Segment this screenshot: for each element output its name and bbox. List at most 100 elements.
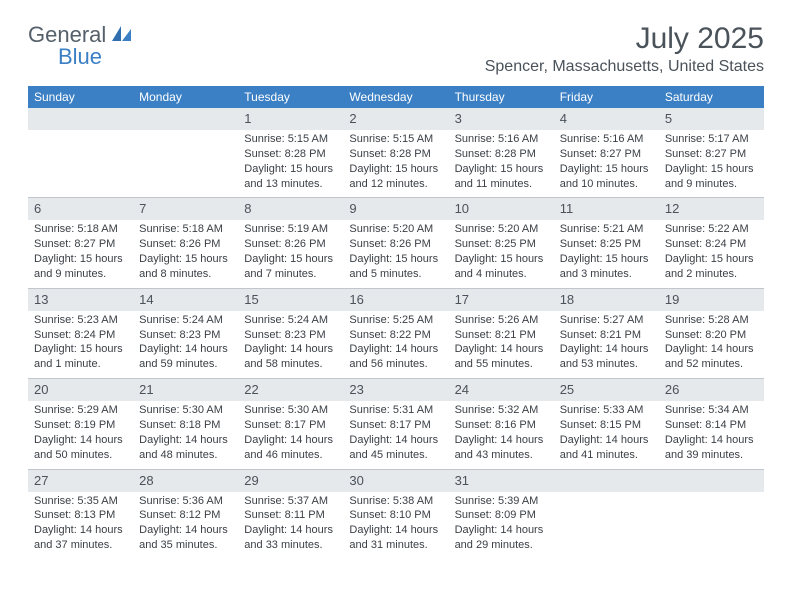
day-content: Sunrise: 5:16 AMSunset: 8:28 PMDaylight:… xyxy=(449,130,554,197)
day-number: 6 xyxy=(34,201,41,216)
day-cell: 31Sunrise: 5:39 AMSunset: 8:09 PMDayligh… xyxy=(449,470,554,559)
day-sunrise: Sunrise: 5:22 AM xyxy=(665,222,758,237)
day-daylight: Daylight: 14 hours and 39 minutes. xyxy=(665,433,758,463)
day-sunset: Sunset: 8:12 PM xyxy=(139,508,232,523)
day-content: Sunrise: 5:30 AMSunset: 8:18 PMDaylight:… xyxy=(133,401,238,468)
day-number-row: 31 xyxy=(449,470,554,492)
location-text: Spencer, Massachusetts, United States xyxy=(485,58,764,76)
week-row: 13 Sunrise: 5:23 AMSunset: 8:24 PMDayligh… xyxy=(28,289,764,379)
day-number-row: 10 xyxy=(449,198,554,220)
day-sunrise: Sunrise: 5:32 AM xyxy=(455,403,548,418)
day-number-row: 13 xyxy=(28,289,133,311)
day-number: 5 xyxy=(665,111,672,126)
day-content: Sunrise: 5:25 AMSunset: 8:22 PMDaylight:… xyxy=(343,311,448,378)
day-sunrise: Sunrise: 5:30 AM xyxy=(139,403,232,418)
day-number-row: 21 xyxy=(133,379,238,401)
day-sunset: Sunset: 8:23 PM xyxy=(244,328,337,343)
day-number-row: 20 xyxy=(28,379,133,401)
day-sunrise: Sunrise: 5:17 AM xyxy=(665,132,758,147)
day-number-row: 30 xyxy=(343,470,448,492)
day-sunset: Sunset: 8:13 PM xyxy=(34,508,127,523)
day-number: 19 xyxy=(665,292,679,307)
day-sunset: Sunset: 8:18 PM xyxy=(139,418,232,433)
day-sunrise: Sunrise: 5:19 AM xyxy=(244,222,337,237)
day-cell: . xyxy=(659,470,764,559)
day-sunset: Sunset: 8:27 PM xyxy=(665,147,758,162)
day-number: 8 xyxy=(244,201,251,216)
day-sunset: Sunset: 8:24 PM xyxy=(34,328,127,343)
day-number: 17 xyxy=(455,292,469,307)
day-sunrise: Sunrise: 5:28 AM xyxy=(665,313,758,328)
day-cell: 3Sunrise: 5:16 AMSunset: 8:28 PMDaylight… xyxy=(449,108,554,197)
day-sunset: Sunset: 8:11 PM xyxy=(244,508,337,523)
day-sunrise: Sunrise: 5:31 AM xyxy=(349,403,442,418)
day-sunset: Sunset: 8:17 PM xyxy=(244,418,337,433)
day-sunrise: Sunrise: 5:26 AM xyxy=(455,313,548,328)
header: General Blue July 2025 Spencer, Massachu… xyxy=(0,0,792,76)
day-number: 13 xyxy=(34,292,48,307)
day-daylight: Daylight: 14 hours and 29 minutes. xyxy=(455,523,548,553)
day-sunset: Sunset: 8:26 PM xyxy=(349,237,442,252)
day-cell: 20Sunrise: 5:29 AMSunset: 8:19 PMDayligh… xyxy=(28,379,133,468)
day-sunrise: Sunrise: 5:37 AM xyxy=(244,494,337,509)
day-cell: . xyxy=(133,108,238,197)
day-content: Sunrise: 5:23 AMSunset: 8:24 PMDaylight:… xyxy=(28,311,133,378)
day-sunset: Sunset: 8:28 PM xyxy=(455,147,548,162)
day-number: 18 xyxy=(560,292,574,307)
month-title: July 2025 xyxy=(485,22,764,56)
day-number: 26 xyxy=(665,382,679,397)
day-daylight: Daylight: 15 hours and 9 minutes. xyxy=(665,162,758,192)
day-cell: 7Sunrise: 5:18 AMSunset: 8:26 PMDaylight… xyxy=(133,198,238,287)
day-cell: 5 Sunrise: 5:17 AMSunset: 8:27 PMDaylight… xyxy=(659,108,764,197)
day-sunset: Sunset: 8:15 PM xyxy=(560,418,653,433)
day-content: Sunrise: 5:26 AMSunset: 8:21 PMDaylight:… xyxy=(449,311,554,378)
day-sunrise: Sunrise: 5:15 AM xyxy=(244,132,337,147)
day-cell: 22Sunrise: 5:30 AMSunset: 8:17 PMDayligh… xyxy=(238,379,343,468)
day-sunrise: Sunrise: 5:16 AM xyxy=(560,132,653,147)
day-cell: 15Sunrise: 5:24 AMSunset: 8:23 PMDayligh… xyxy=(238,289,343,378)
day-number: 23 xyxy=(349,382,363,397)
day-daylight: Daylight: 15 hours and 9 minutes. xyxy=(34,252,127,282)
day-sunset: Sunset: 8:20 PM xyxy=(665,328,758,343)
day-daylight: Daylight: 14 hours and 31 minutes. xyxy=(349,523,442,553)
day-daylight: Daylight: 14 hours and 45 minutes. xyxy=(349,433,442,463)
day-number-row: . xyxy=(28,108,133,130)
day-cell: 26 Sunrise: 5:34 AMSunset: 8:14 PMDayligh… xyxy=(659,379,764,468)
day-number-row: 27 xyxy=(28,470,133,492)
day-number-row: 16 xyxy=(343,289,448,311)
weekday-header: Saturday xyxy=(659,86,764,108)
day-number: 29 xyxy=(244,473,258,488)
day-number-row: 22 xyxy=(238,379,343,401)
day-daylight: Daylight: 14 hours and 43 minutes. xyxy=(455,433,548,463)
day-cell: 19Sunrise: 5:28 AMSunset: 8:20 PMDayligh… xyxy=(659,289,764,378)
day-number-row: 25 xyxy=(554,379,659,401)
day-number-row: 23 xyxy=(343,379,448,401)
day-cell: 10Sunrise: 5:20 AMSunset: 8:25 PMDayligh… xyxy=(449,198,554,287)
day-content: Sunrise: 5:34 AMSunset: 8:14 PMDaylight:… xyxy=(659,401,764,468)
day-cell: 25Sunrise: 5:33 AMSunset: 8:15 PMDayligh… xyxy=(554,379,659,468)
day-number-row: 19 xyxy=(659,289,764,311)
day-cell: 6Sunrise: 5:18 AMSunset: 8:27 PMDaylight… xyxy=(28,198,133,287)
day-content: Sunrise: 5:32 AMSunset: 8:16 PMDaylight:… xyxy=(449,401,554,468)
day-number: 30 xyxy=(349,473,363,488)
day-number-row: 2 xyxy=(343,108,448,130)
day-number: 4 xyxy=(560,111,567,126)
weekday-header: Thursday xyxy=(449,86,554,108)
day-number-row: 12 xyxy=(659,198,764,220)
day-sunrise: Sunrise: 5:15 AM xyxy=(349,132,442,147)
day-daylight: Daylight: 15 hours and 11 minutes. xyxy=(455,162,548,192)
calendar: SundayMondayTuesdayWednesdayThursdayFrid… xyxy=(28,86,764,559)
day-content: Sunrise: 5:22 AMSunset: 8:24 PMDaylight:… xyxy=(659,220,764,287)
day-cell: 13 Sunrise: 5:23 AMSunset: 8:24 PMDayligh… xyxy=(28,289,133,378)
week-row: 20Sunrise: 5:29 AMSunset: 8:19 PMDayligh… xyxy=(28,379,764,469)
day-content: Sunrise: 5:27 AMSunset: 8:21 PMDaylight:… xyxy=(554,311,659,378)
day-number: 24 xyxy=(455,382,469,397)
day-daylight: Daylight: 14 hours and 53 minutes. xyxy=(560,342,653,372)
day-number: 27 xyxy=(34,473,48,488)
day-number-row: . xyxy=(554,470,659,492)
day-number: 14 xyxy=(139,292,153,307)
day-daylight: Daylight: 15 hours and 5 minutes. xyxy=(349,252,442,282)
day-number-row: 7 xyxy=(133,198,238,220)
day-cell: 2Sunrise: 5:15 AMSunset: 8:28 PMDaylight… xyxy=(343,108,448,197)
day-content: Sunrise: 5:24 AMSunset: 8:23 PMDaylight:… xyxy=(238,311,343,378)
